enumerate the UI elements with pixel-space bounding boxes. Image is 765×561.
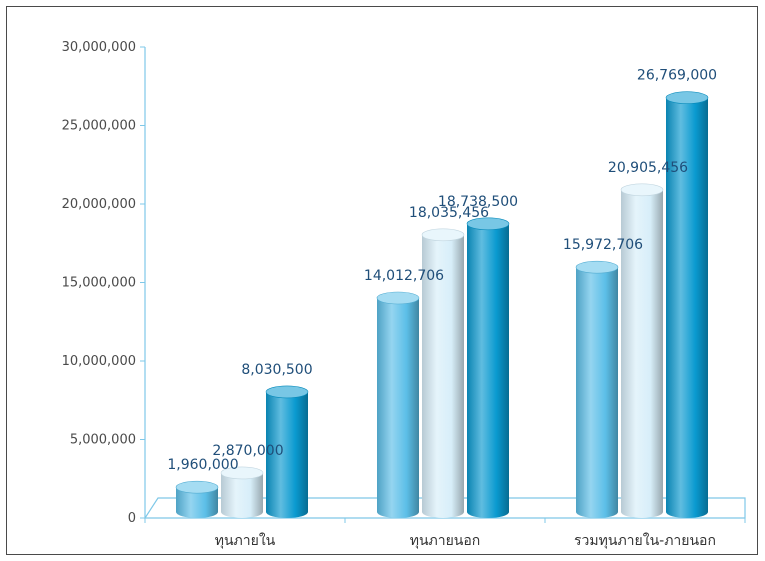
data-label: 2,870,000 — [212, 443, 283, 459]
bar — [421, 228, 465, 519]
bar-body — [621, 189, 663, 518]
data-label: 26,769,000 — [637, 68, 717, 84]
y-tick-label: 0 — [128, 511, 136, 526]
data-label: 8,030,500 — [241, 362, 312, 378]
bar-cap — [466, 217, 510, 231]
x-category-label: ทุนภายใน — [215, 532, 276, 549]
y-tick-label: 10,000,000 — [62, 354, 136, 369]
bar-cap — [421, 228, 465, 242]
bar-body — [666, 97, 708, 519]
bar-body — [377, 298, 419, 518]
bar-body — [576, 267, 618, 518]
bar — [620, 183, 664, 518]
bars — [175, 91, 709, 519]
bar — [376, 291, 420, 518]
data-label: 18,738,500 — [438, 194, 518, 210]
bar — [265, 385, 309, 518]
bar-cap — [376, 291, 420, 305]
bar-body — [221, 472, 263, 518]
bar-cap — [265, 385, 309, 399]
bar — [175, 480, 219, 518]
data-label: 20,905,456 — [608, 160, 688, 176]
data-label: 15,972,706 — [563, 237, 643, 253]
x-category-label: ทุนภายนอก — [410, 533, 481, 549]
bar-body — [176, 487, 218, 518]
data-label: 14,012,706 — [364, 268, 444, 284]
bar-cap — [175, 480, 219, 494]
bar — [220, 466, 264, 518]
bar — [466, 217, 510, 519]
y-tick-label: 15,000,000 — [62, 276, 136, 291]
bar — [665, 91, 709, 519]
bar-cap — [575, 260, 619, 274]
bar-body — [467, 223, 509, 519]
bar-cap — [220, 466, 264, 480]
bar-cap — [620, 183, 664, 197]
y-tick-label: 30,000,000 — [62, 40, 136, 55]
x-axis-labels: ทุนภายใน ทุนภายนอก รวมทุนภายใน-ภายนอก — [215, 532, 716, 549]
bar — [575, 260, 619, 518]
y-axis: 0 5,000,000 10,000,000 15,000,000 20,000,000… — [62, 40, 746, 526]
bar-body — [422, 234, 464, 519]
data-label: 1,960,000 — [167, 457, 238, 473]
bar-body — [266, 391, 308, 518]
x-category-label: รวมทุนภายใน-ภายนอก — [574, 532, 716, 549]
bar-cap — [665, 91, 709, 105]
data-labels: 1,960,000 14,012,706 15,972,706 2,870,000 18… — [167, 68, 717, 474]
y-tick-label: 25,000,000 — [62, 119, 136, 134]
y-tick-label: 20,000,000 — [62, 197, 136, 212]
data-label: 18,035,456 — [409, 205, 489, 221]
y-tick-label: 5,000,000 — [70, 433, 136, 448]
